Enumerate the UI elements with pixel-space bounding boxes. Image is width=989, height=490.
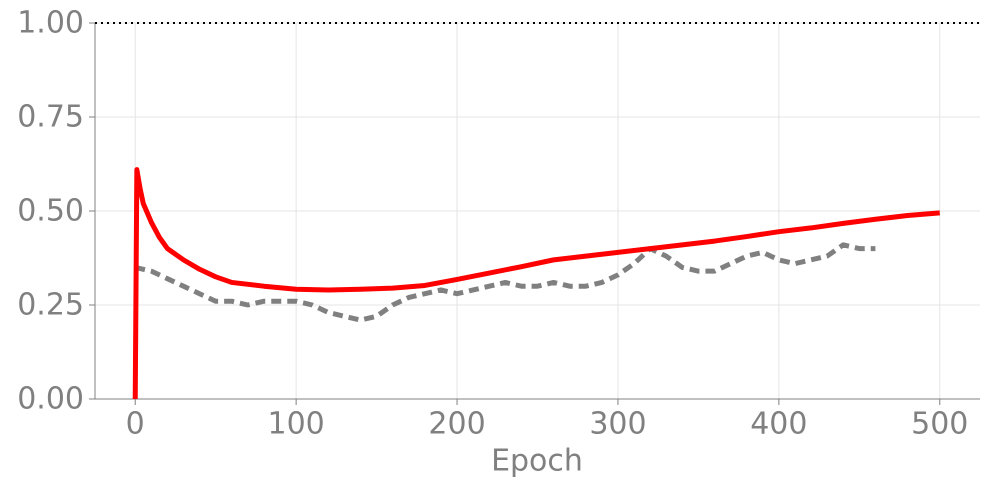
y-tick-label: 0.50 — [17, 194, 84, 229]
x-tick-label: 500 — [911, 407, 968, 442]
y-tick-label: 0.75 — [17, 100, 84, 135]
x-tick-label: 300 — [589, 407, 646, 442]
x-tick-label: 100 — [268, 407, 325, 442]
data-line — [132, 167, 940, 400]
y-tick-label: 1.00 — [17, 6, 84, 41]
y-tick-label: 0.25 — [17, 288, 84, 323]
x-tick-label: 400 — [750, 407, 807, 442]
x-tick-label: 0 — [126, 407, 145, 442]
x-tick-label: 200 — [428, 407, 485, 442]
x-axis-label: Epoch — [491, 444, 583, 479]
data-line — [134, 242, 876, 323]
y-tick-label: 0.00 — [17, 382, 84, 417]
